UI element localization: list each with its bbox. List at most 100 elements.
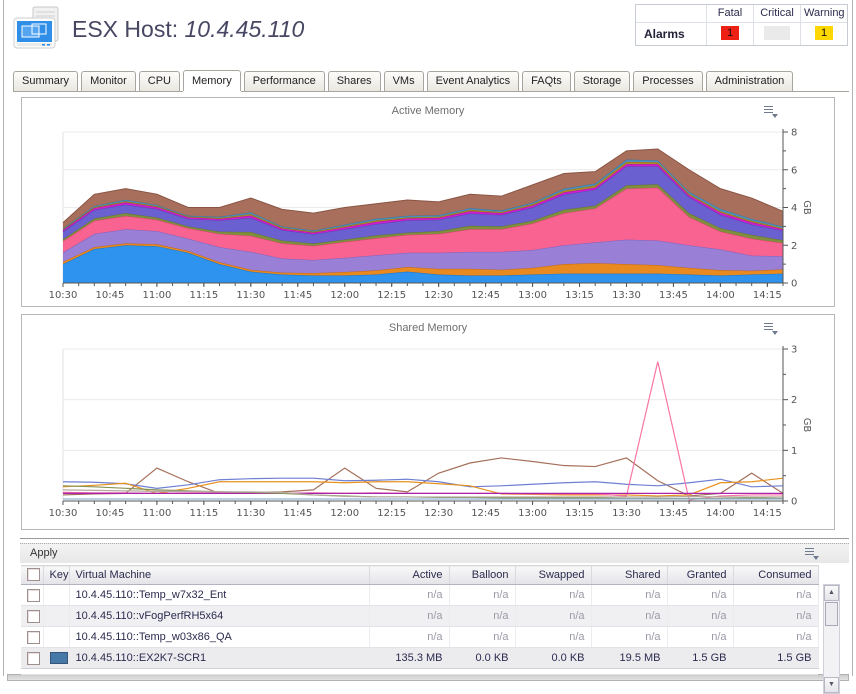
svg-text:12:30: 12:30 [424, 290, 453, 301]
table-scrollbar[interactable]: ▲ ▼ [823, 584, 840, 694]
column-header-swapped[interactable]: Swapped [515, 565, 592, 585]
warning-count-badge[interactable]: 1 [815, 26, 833, 40]
tab-monitor[interactable]: Monitor [81, 71, 136, 91]
key-color-swatch [49, 652, 68, 665]
scrollbar-thumb[interactable] [825, 602, 838, 626]
svg-text:2: 2 [791, 241, 797, 252]
header-checkbox-cell [21, 565, 44, 585]
column-header-granted[interactable]: Granted [667, 565, 734, 585]
tab-cpu[interactable]: CPU [138, 71, 180, 91]
table-row[interactable]: 10.4.45.110::Temp_w03x86_QA n/a n/a n/a n/a n… [21, 626, 819, 648]
tab-storage[interactable]: Storage [573, 71, 631, 91]
vm-table-panel: Apply Key Virtual Machine Active Balloon Swa… [20, 538, 849, 694]
tab-event-analytics[interactable]: Event Analytics [426, 71, 520, 91]
shared-value-cell: 19.5 MB [591, 647, 668, 669]
column-header-consumed[interactable]: Consumed [733, 565, 819, 585]
granted-value-cell: n/a [667, 605, 734, 627]
active-value-cell: 135.3 MB [369, 647, 450, 669]
svg-text:10:30: 10:30 [49, 508, 78, 519]
column-header-shared[interactable]: Shared [591, 565, 668, 585]
tab-shares[interactable]: Shares [327, 71, 381, 91]
column-header-active[interactable]: Active [369, 565, 450, 585]
alarms-col-fatal: Fatal [706, 5, 753, 22]
apply-button[interactable]: Apply [30, 547, 58, 559]
header: ESX Host: 10.4.45.110 Fatal Critical War… [0, 0, 856, 62]
svg-text:12:45: 12:45 [471, 290, 500, 301]
alarms-row-label: Alarms [636, 22, 706, 45]
tab-processes[interactable]: Processes [633, 71, 703, 91]
scroll-up-button[interactable]: ▲ [824, 585, 839, 601]
tab-administration[interactable]: Administration [705, 71, 794, 91]
svg-text:10:45: 10:45 [96, 290, 125, 301]
row-checkbox[interactable] [27, 588, 40, 602]
granted-value-cell: 1.5 GB [667, 647, 734, 669]
shared-value-cell: n/a [591, 605, 668, 627]
svg-text:12:30: 12:30 [424, 508, 453, 519]
granted-value-cell: n/a [667, 626, 734, 648]
svg-text:8: 8 [791, 128, 797, 139]
svg-text:14:15: 14:15 [753, 290, 782, 301]
tab-faqts[interactable]: FAQts [522, 71, 571, 91]
svg-text:0: 0 [791, 279, 797, 290]
svg-text:0: 0 [791, 497, 797, 508]
chart-menu-icon[interactable] [764, 106, 778, 118]
tab-performance[interactable]: Performance [243, 71, 325, 91]
svg-text:11:30: 11:30 [236, 290, 265, 301]
esx-host-icon [13, 6, 59, 49]
svg-text:13:15: 13:15 [565, 508, 594, 519]
svg-text:GB: GB [801, 418, 812, 433]
svg-text:12:45: 12:45 [471, 508, 500, 519]
svg-text:4: 4 [791, 203, 797, 214]
svg-text:11:45: 11:45 [283, 290, 312, 301]
granted-value-cell: n/a [667, 584, 734, 606]
svg-text:13:45: 13:45 [659, 290, 688, 301]
table-row[interactable]: 10.4.45.110::vFogPerfRH5x64 n/a n/a n/a n/a n… [21, 605, 819, 627]
row-checkbox-cell [21, 584, 44, 606]
svg-text:11:15: 11:15 [189, 508, 218, 519]
column-header-balloon[interactable]: Balloon [449, 565, 516, 585]
svg-text:12:00: 12:00 [330, 290, 359, 301]
chart-menu-icon[interactable] [764, 323, 778, 335]
active-memory-chart: 10:30 10:45 11:00 11:15 11:30 11:45 12:00 12:15… [49, 128, 812, 302]
fatal-count-badge[interactable]: 1 [721, 26, 739, 40]
vm-table: Key Virtual Machine Active Balloon Swapped Sh… [21, 565, 819, 669]
svg-text:11:45: 11:45 [283, 508, 312, 519]
column-header-key[interactable]: Key [43, 565, 70, 585]
balloon-value-cell: 0.0 KB [449, 647, 516, 669]
row-checkbox[interactable] [27, 651, 40, 665]
svg-text:1: 1 [791, 446, 797, 457]
table-menu-icon[interactable] [805, 548, 819, 560]
row-checkbox-cell [21, 647, 44, 669]
shared-memory-chart-title: Shared Memory [388, 322, 468, 334]
tab-summary[interactable]: Summary [13, 71, 79, 91]
row-checkbox[interactable] [27, 609, 40, 623]
svg-text:3: 3 [791, 345, 797, 356]
row-checkbox[interactable] [27, 630, 40, 644]
table-row[interactable]: 10.4.45.110::Temp_w7x32_Ent n/a n/a n/a n/a n… [21, 584, 819, 606]
page-title-host: 10.4.45.110 [184, 16, 305, 42]
scroll-down-button[interactable]: ▼ [824, 677, 839, 693]
vm-name-cell: 10.4.45.110::vFogPerfRH5x64 [69, 605, 370, 627]
active-value-cell: n/a [369, 626, 450, 648]
column-header-virtual-machine[interactable]: Virtual Machine [69, 565, 370, 585]
table-row[interactable]: 10.4.45.110::EX2K7-SCR1 135.3 MB 0.0 KB 0.0… [21, 647, 819, 669]
svg-text:11:00: 11:00 [142, 508, 171, 519]
key-cell [43, 605, 70, 627]
swapped-value-cell: n/a [515, 605, 592, 627]
balloon-value-cell: n/a [449, 626, 516, 648]
select-all-checkbox[interactable] [27, 568, 40, 581]
tab-vms[interactable]: VMs [383, 71, 424, 91]
svg-text:13:00: 13:00 [518, 508, 547, 519]
tab-bar: Summary Monitor CPU Memory Performance Shares… [13, 69, 849, 92]
critical-count-badge[interactable] [764, 26, 790, 40]
consumed-value-cell: n/a [733, 584, 819, 606]
window-bottom-edge [7, 674, 849, 681]
swapped-value-cell: n/a [515, 626, 592, 648]
tab-memory[interactable]: Memory [182, 70, 241, 91]
active-value-cell: n/a [369, 605, 450, 627]
svg-text:13:00: 13:00 [518, 290, 547, 301]
svg-text:13:15: 13:15 [565, 290, 594, 301]
svg-text:12:15: 12:15 [377, 290, 406, 301]
swapped-value-cell: 0.0 KB [515, 647, 592, 669]
shared-value-cell: n/a [591, 584, 668, 606]
